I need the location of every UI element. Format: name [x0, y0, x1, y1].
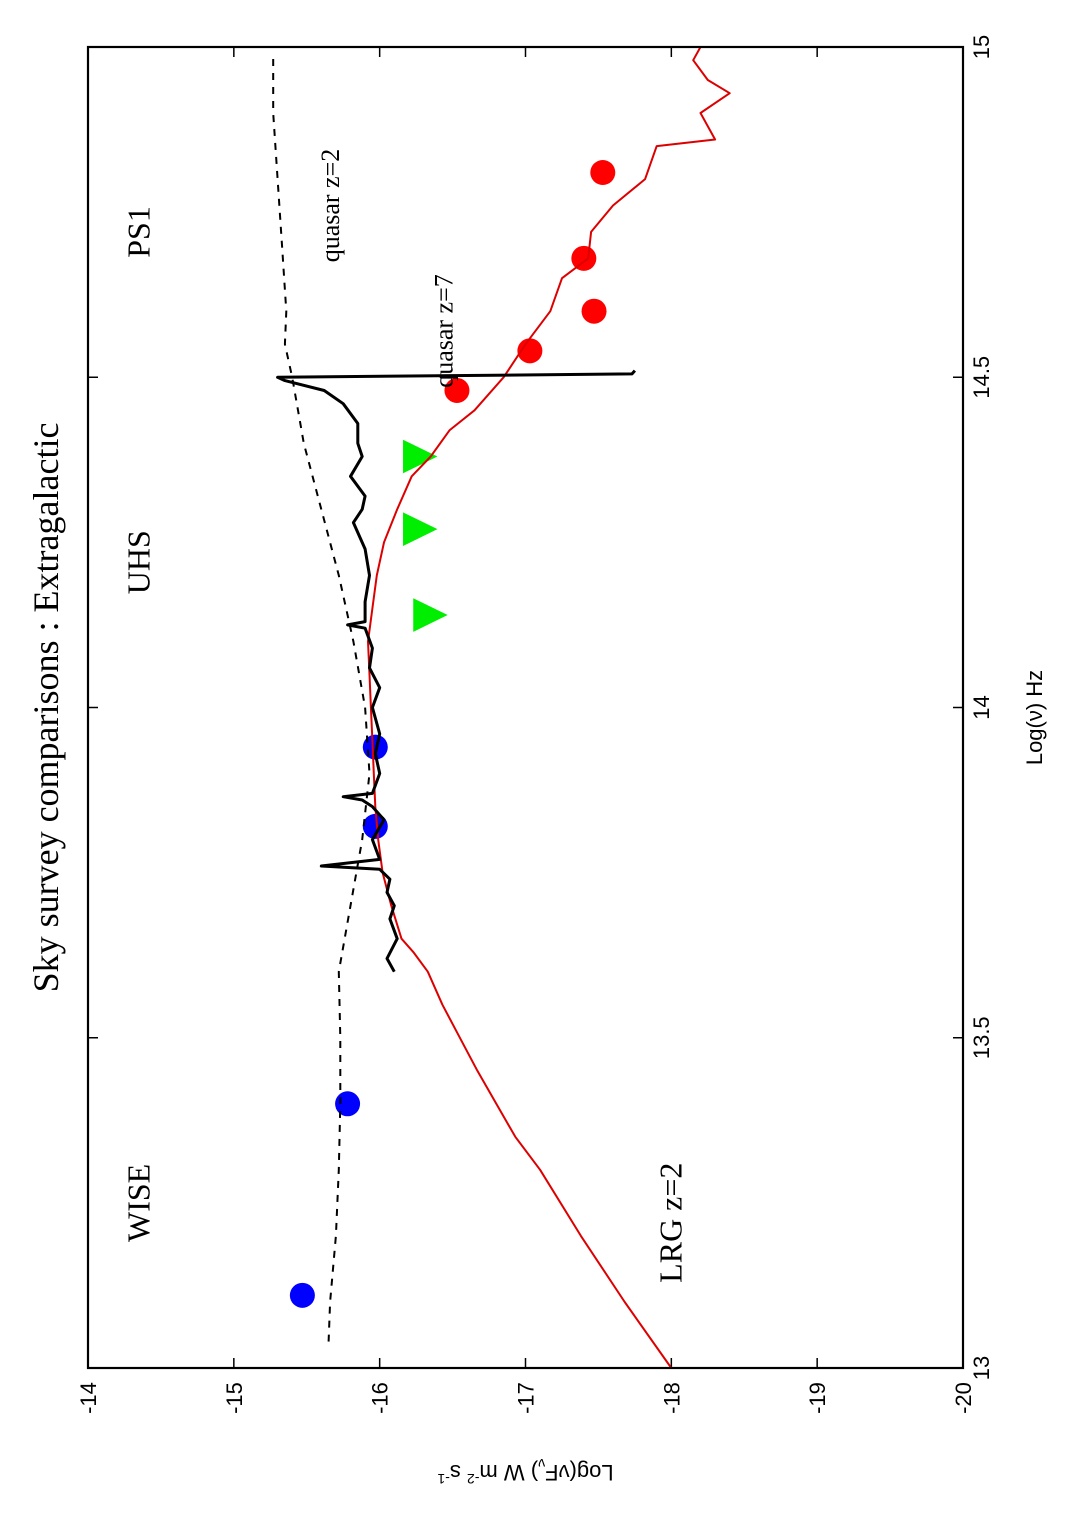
uhs-point: [413, 598, 448, 632]
x-tick-label: 14.5: [969, 356, 994, 399]
annotation-label: quasar z=7: [430, 274, 459, 388]
uhs-point: [403, 439, 438, 474]
y-axis-label-part: Log(νF: [545, 1460, 613, 1485]
annotation-label: UHS: [120, 530, 156, 594]
y-axis-label: Log(νFν) W m-2 s-1: [437, 1456, 613, 1487]
y-tick-label: -16: [368, 1382, 393, 1414]
tick-labels: 13 13.5 14 14.5 15 -20 -19 -18 -17 -16 -15 -14: [76, 35, 994, 1414]
y-tick-label: -15: [222, 1382, 247, 1414]
y-axis-label-part: s: [450, 1460, 467, 1485]
x-tick-label: 14: [969, 695, 994, 719]
ps1-point: [444, 377, 470, 403]
ps1-point: [517, 338, 543, 364]
ps1-point: [571, 245, 597, 271]
uhs-point: [403, 512, 438, 546]
y-axis-label-sub: ν: [538, 1456, 545, 1472]
y-tick-label: -18: [659, 1382, 684, 1414]
y-axis-label-sup: -2: [467, 1471, 480, 1487]
x-tick-label: 13.5: [969, 1016, 994, 1059]
ps1-point: [590, 159, 616, 185]
annotation-label: PS1: [120, 206, 156, 258]
annotations: WISE UHS PS1 LRG z=2 quasar z=2 quasar z=7: [120, 149, 688, 1283]
wise-point: [362, 813, 388, 839]
chart-title: Sky survey comparisons : Extragalactic: [26, 423, 66, 993]
y-tick-label: -20: [951, 1382, 976, 1414]
annotation-label: WISE: [120, 1164, 156, 1242]
plot-frame: [86, 45, 965, 1370]
annotation-label: quasar z=2: [316, 149, 345, 263]
wise-point: [335, 1091, 361, 1117]
x-axis-label: Log(ν) Hz: [1022, 670, 1047, 765]
wise-point: [289, 1282, 315, 1308]
y-tick-label: -14: [76, 1382, 101, 1414]
quasar-z-7-line: [276, 369, 637, 973]
y-tick-label: -17: [514, 1382, 539, 1414]
y-axis-label-part: ) W m: [479, 1460, 538, 1485]
x-tick-label: 15: [969, 35, 994, 59]
y-axis-label-sup: -1: [437, 1471, 450, 1487]
series-layer: [272, 46, 731, 1369]
annotation-label: LRG z=2: [653, 1163, 689, 1283]
ps1-point: [581, 298, 607, 324]
lrg-z-2-line: [367, 46, 731, 1369]
x-tick-label: 13: [969, 1356, 994, 1380]
y-tick-label: -19: [805, 1382, 830, 1414]
